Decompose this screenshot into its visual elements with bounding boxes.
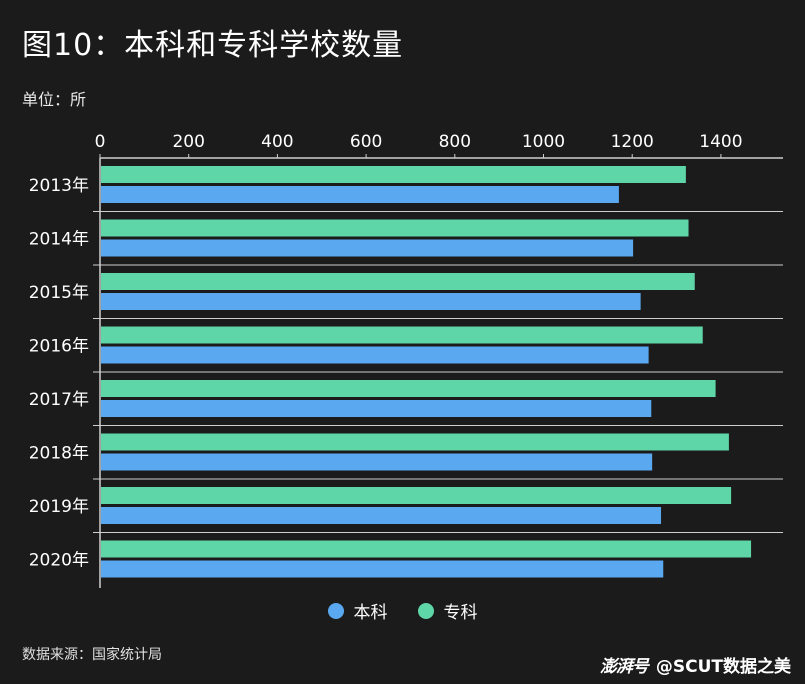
bar-benke xyxy=(101,400,652,417)
bar-zhuanke xyxy=(101,166,686,183)
legend-item-zhuanke[interactable]: 专科 xyxy=(417,598,478,623)
watermark-text: @SCUT数据之美 xyxy=(655,657,791,677)
legend: 本科 专科 xyxy=(0,598,805,623)
category-label: 2015年 xyxy=(29,283,89,303)
category-label: 2013年 xyxy=(29,176,89,196)
watermark-logo: 澎湃号 xyxy=(599,657,649,677)
bar-benke xyxy=(101,560,664,578)
bar-benke xyxy=(101,293,641,310)
bar-zhuanke xyxy=(101,219,689,237)
category-label: 2014年 xyxy=(29,230,89,250)
bar-zhuanke xyxy=(101,487,732,504)
bar-benke xyxy=(101,346,649,364)
legend-swatch-zhuanke xyxy=(417,602,434,619)
bar-chart: 0 200 400 600 800 1000 1200 1400 2013年 2014年 2015年… xyxy=(29,132,783,588)
legend-swatch-benke xyxy=(327,602,344,619)
bar-zhuanke xyxy=(101,433,729,451)
legend-item-benke[interactable]: 本科 xyxy=(327,598,388,623)
x-tick-label: 200 xyxy=(172,132,204,152)
legend-label-zhuanke: 专科 xyxy=(443,603,478,623)
category-label: 2018年 xyxy=(29,444,89,464)
x-tick-label: 600 xyxy=(350,132,382,152)
bar-benke xyxy=(101,453,653,471)
watermark: 澎湃号 @SCUT数据之美 xyxy=(600,652,791,677)
category-label: 2019年 xyxy=(29,497,89,517)
bar-zhuanke xyxy=(101,326,703,344)
bar-zhuanke xyxy=(101,273,695,290)
category-label: 2016年 xyxy=(29,337,89,357)
bar-zhuanke xyxy=(101,380,716,397)
category-label: 2020年 xyxy=(29,551,89,571)
chart-title: 图10：本科和专科学校数量 xyxy=(22,28,404,63)
x-tick-label: 0 xyxy=(95,132,106,152)
x-tick-label: 1200 xyxy=(611,132,654,152)
bar-zhuanke xyxy=(101,540,752,558)
bar-benke xyxy=(101,239,634,257)
bar-benke xyxy=(101,507,662,524)
category-label: 2017年 xyxy=(29,390,89,410)
x-tick-label: 1000 xyxy=(522,132,565,152)
x-tick-label: 800 xyxy=(439,132,471,152)
bar-benke xyxy=(101,186,619,203)
x-tick-label: 400 xyxy=(261,132,293,152)
legend-label-benke: 本科 xyxy=(353,603,388,623)
x-tick-label: 1400 xyxy=(699,132,742,152)
data-source: 数据来源：国家统计局 xyxy=(22,647,162,663)
unit-label: 单位：所 xyxy=(22,90,87,109)
